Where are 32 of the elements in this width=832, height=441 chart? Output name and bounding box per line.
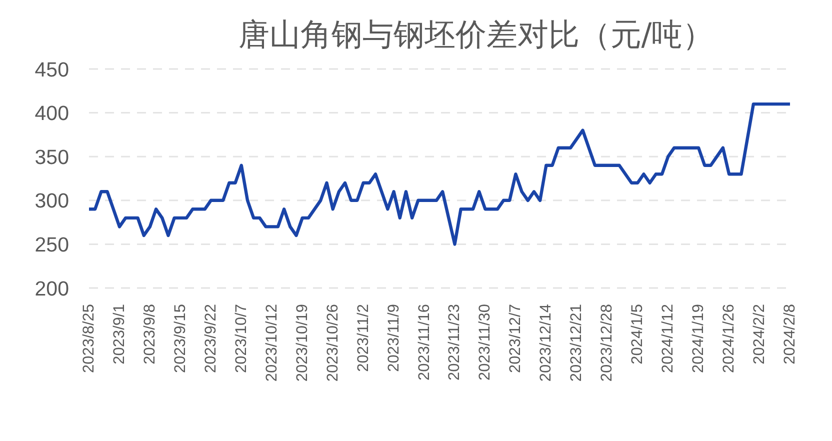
x-tick-label: 2023/10/7 xyxy=(232,304,250,373)
chart-title: 唐山角钢与钢坯价差对比（元/吨） xyxy=(237,16,715,55)
x-tick-label: 2023/11/23 xyxy=(446,304,464,380)
x-tick-label: 2023/9/1 xyxy=(110,304,128,364)
x-tick-label: 2024/2/2 xyxy=(751,304,768,364)
line-series xyxy=(89,102,790,246)
y-tick-label: 250 xyxy=(34,233,69,256)
x-tick-label: 2023/9/15 xyxy=(172,304,189,373)
y-tick-label: 200 xyxy=(34,277,69,300)
x-tick-label: 2023/11/2 xyxy=(354,304,372,372)
y-tick-label: 400 xyxy=(34,102,69,126)
x-tick-label: 2024/1/26 xyxy=(720,304,738,373)
x-tick-label: 2024/2/8 xyxy=(782,304,798,364)
y-tick-label: 300 xyxy=(34,190,69,213)
x-tick-label: 2023/10/12 xyxy=(263,304,280,382)
x-tick-label: 2024/1/19 xyxy=(690,304,708,373)
x-tick-label: 2024/1/5 xyxy=(629,304,646,364)
x-tick-label: 2024/1/12 xyxy=(660,304,677,373)
x-tick-label: 2023/11/9 xyxy=(385,304,402,372)
x-tick-label: 2023/8/25 xyxy=(80,304,98,373)
x-tick-label: 2023/10/26 xyxy=(324,304,342,382)
x-tick-label: 2023/9/8 xyxy=(141,304,158,364)
x-tick-label: 2023/12/28 xyxy=(598,304,616,382)
y-tick-label: 450 xyxy=(34,58,69,82)
x-tick-label: 2023/12/14 xyxy=(538,304,555,382)
x-tick-label: 2023/10/19 xyxy=(294,304,311,382)
x-tick-label: 2023/9/22 xyxy=(202,304,220,373)
x-tick-label: 2023/11/16 xyxy=(416,304,433,380)
x-tick-label: 2023/12/7 xyxy=(507,304,524,373)
x-tick-label: 2023/12/21 xyxy=(568,304,586,382)
y-tick-label: 350 xyxy=(34,146,69,169)
x-tick-label: 2023/11/30 xyxy=(476,304,494,380)
